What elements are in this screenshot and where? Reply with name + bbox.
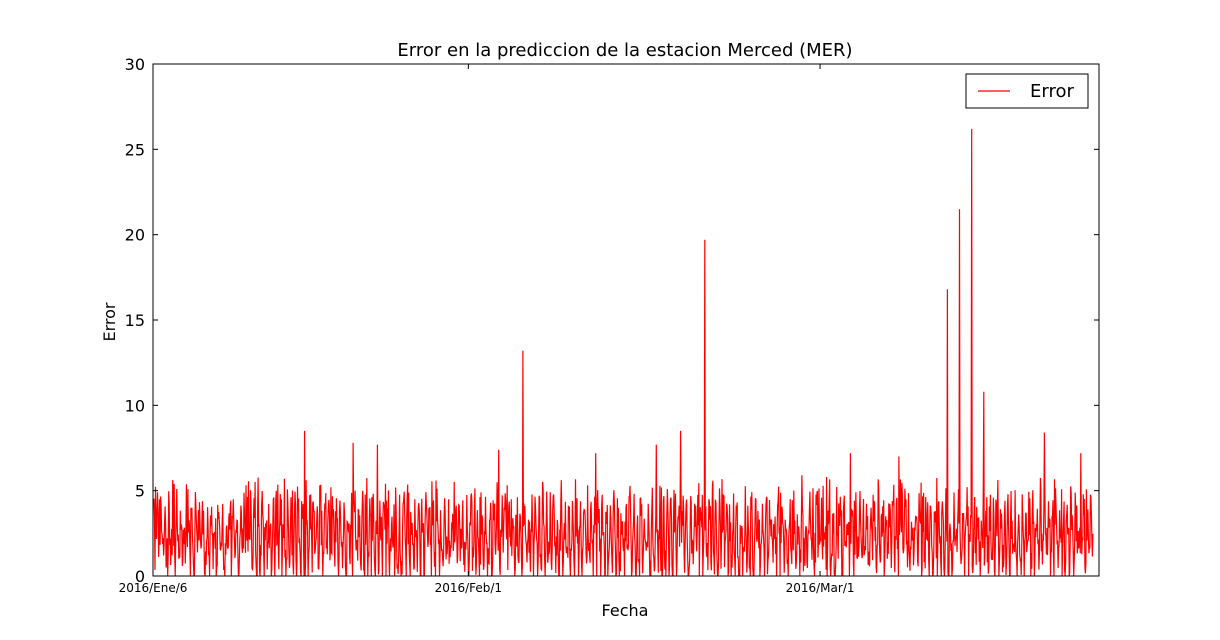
series-line-error [153,128,1094,576]
ticks-layer: 0 5 10 15 20 25 30 2016/Ene/6 2016/Feb/1 2016/Mar… [119,55,1099,595]
legend-box [965,73,1089,109]
y-tick-label: 5 [135,482,145,501]
legend: Error [965,73,1089,109]
x-tick-label: 2016/Mar/1 [786,581,855,595]
x-tick-label: 2016/Feb/1 [435,581,503,595]
y-tick-label: 25 [125,140,145,159]
y-tick-label: 10 [125,396,145,415]
y-tick-label: 30 [125,55,145,74]
y-tick-label: 15 [125,311,145,330]
y-tick-label: 20 [125,226,145,245]
chart-title: Error en la prediccion de la estacion Me… [397,40,852,61]
y-tick-label: 0 [135,567,145,586]
x-axis-label: Fecha [602,601,649,620]
series-layer [153,128,1094,576]
legend-label: Error [1030,81,1074,102]
y-axis-label: Error [100,302,119,341]
x-tick-label: 2016/Ene/6 [119,581,188,595]
